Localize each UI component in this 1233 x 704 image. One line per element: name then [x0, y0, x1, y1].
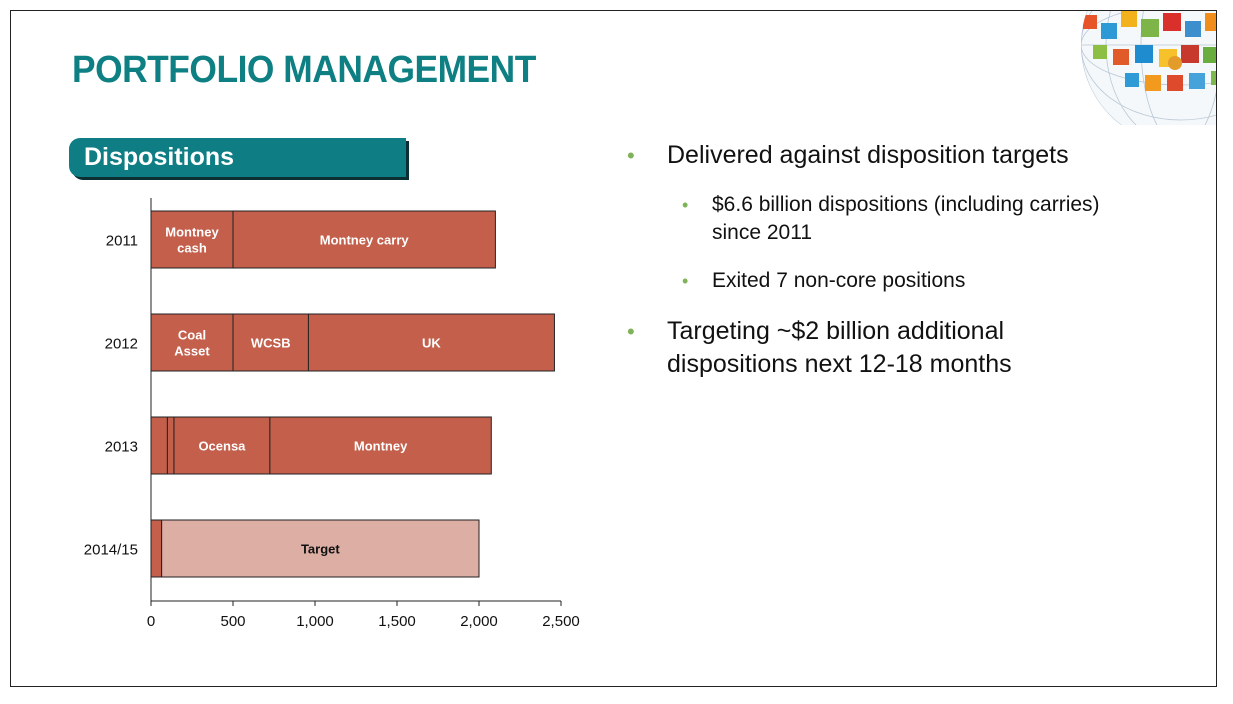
- bullet-dot-icon: •: [682, 195, 689, 215]
- category-label: 2011: [106, 233, 138, 250]
- globe-logo-icon: [1081, 11, 1216, 125]
- bullet-dot-icon: •: [627, 143, 635, 168]
- bullet-text: Exited 7 non-core positions: [712, 267, 965, 295]
- segment-label: Montney: [165, 225, 219, 240]
- x-tick-label: 1,500: [378, 613, 416, 630]
- segment-label: Montney: [354, 439, 408, 454]
- slide: PORTFOLIO MANAGEMENT: [10, 10, 1217, 687]
- bullet-line: Targeting ~$2 billion additional: [667, 317, 1005, 345]
- x-tick-label: 500: [220, 613, 245, 630]
- segment-label: WCSB: [251, 336, 291, 351]
- segment-label: Asset: [174, 344, 210, 359]
- category-label: 2012: [105, 336, 138, 353]
- bullet-line: since 2011: [712, 221, 813, 244]
- bullet-text: Delivered against disposition targets: [667, 139, 1069, 172]
- bar-segment: [166, 416, 175, 475]
- x-tick-label: 2,000: [460, 613, 498, 630]
- bullet-text: $6.6 billion dispositions (including car…: [712, 191, 1100, 247]
- bar-segment: [173, 416, 271, 475]
- segment-label: Target: [301, 542, 340, 557]
- x-tick-label: 0: [147, 613, 155, 630]
- bullet-line: Delivered against disposition targets: [667, 141, 1069, 169]
- bullet-dot-icon: •: [682, 271, 689, 291]
- segment-label: Montney carry: [320, 233, 410, 248]
- category-label: 2013: [105, 439, 138, 456]
- segment-label: Coal: [178, 328, 206, 343]
- segment-label: UK: [422, 336, 441, 351]
- bar-segment: [150, 519, 163, 578]
- bar-segment: [161, 519, 480, 578]
- section-badge: Dispositions: [69, 138, 406, 177]
- category-label: 2014/15: [84, 542, 138, 559]
- segment-label: Ocensa: [198, 439, 246, 454]
- bar-segment: [232, 210, 496, 269]
- bullet-line: Exited 7 non-core positions: [712, 269, 966, 292]
- slide-title: PORTFOLIO MANAGEMENT: [72, 49, 536, 91]
- bullet-line: dispositions next 12-18 months: [667, 350, 1012, 378]
- bar-segment: [307, 313, 555, 372]
- bar-segment: [150, 313, 234, 372]
- x-tick-label: 1,000: [296, 613, 334, 630]
- bullet-line: $6.6 billion dispositions (including car…: [712, 193, 1100, 216]
- bar-segment: [269, 416, 492, 475]
- section-label: Dispositions: [84, 143, 235, 171]
- bar-segment: [232, 313, 309, 372]
- bar-segment: [150, 210, 234, 269]
- x-tick-label: 2,500: [542, 613, 580, 630]
- bullet-dot-icon: •: [627, 319, 635, 344]
- bullet-text: Targeting ~$2 billion additional disposit…: [667, 315, 1012, 381]
- segment-label: cash: [177, 241, 207, 256]
- bar-segment: [150, 416, 168, 475]
